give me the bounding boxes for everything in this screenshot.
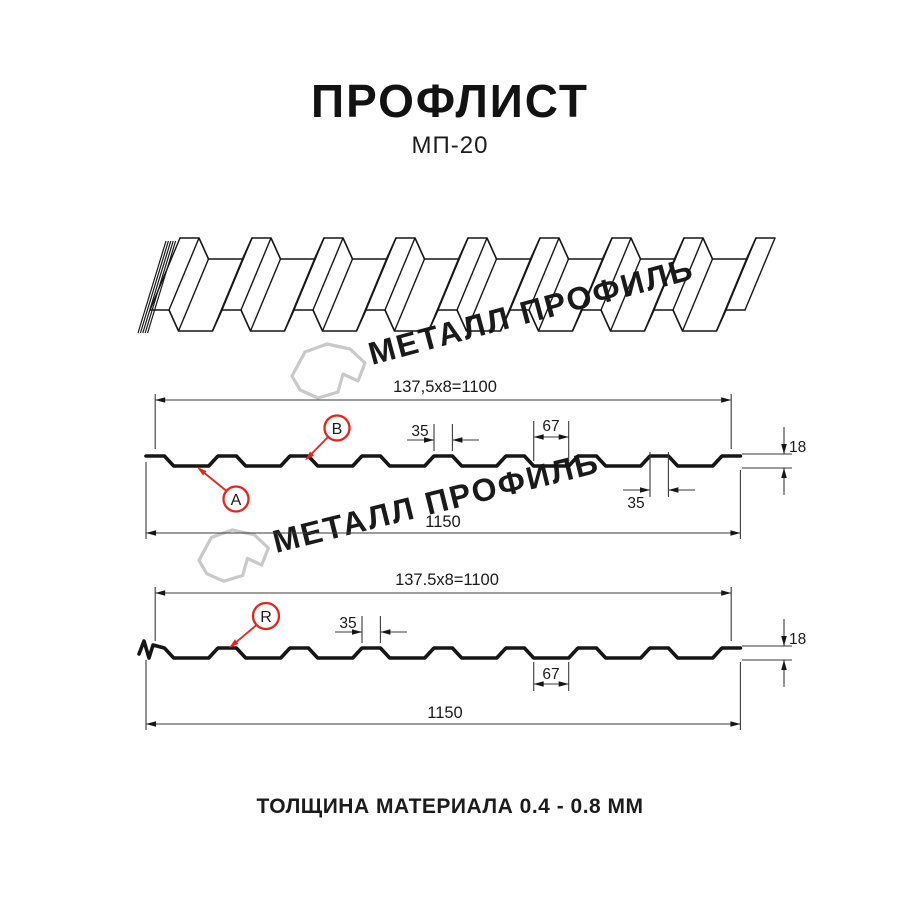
callout-label-r: R <box>260 609 272 626</box>
cross-section-r <box>137 587 792 730</box>
dim-crest-width-top: 35 <box>411 423 428 440</box>
dim-profile-height-bottom: 18 <box>789 631 806 648</box>
page-title: ПРОФЛИСТ <box>311 75 589 127</box>
dim-overall-width-top: 1150 <box>425 513 460 531</box>
dim-crest-width-r: 35 <box>339 615 356 632</box>
dim-coverage-width-bottom: 137.5x8=1100 <box>395 571 499 589</box>
material-thickness-note: ТОЛЩИНА МАТЕРИАЛА 0.4 - 0.8 ММ <box>256 795 644 818</box>
sheet-3d-view <box>137 237 776 334</box>
cross-section-ab <box>144 394 792 539</box>
watermark-brand-text: МЕТАЛЛ ПРОФИЛЬ <box>364 250 697 372</box>
dim-crest-width-bottom: 35 <box>627 495 644 512</box>
watermark-brand-text: МЕТАЛЛ ПРОФИЛЬ <box>269 444 603 560</box>
dim-overall-width-bottom: 1150 <box>427 704 462 722</box>
callout-label-b: B <box>332 421 343 438</box>
metal-profil-logo-icon <box>290 342 367 400</box>
callout-label-a: A <box>231 492 242 509</box>
metal-profil-logo-icon <box>197 528 270 583</box>
product-model-subtitle: МП-20 <box>411 132 489 159</box>
dim-coverage-width-top: 137,5x8=1100 <box>393 378 497 396</box>
dim-valley-width-top: 67 <box>542 418 559 435</box>
dim-valley-width-r: 67 <box>542 666 559 683</box>
dim-profile-height-top: 18 <box>789 439 806 456</box>
